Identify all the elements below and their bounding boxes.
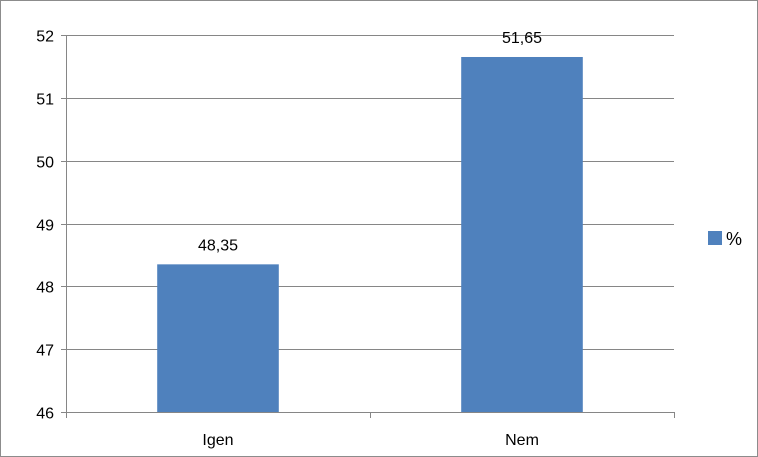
x-tick-label-igen: Igen xyxy=(202,432,233,449)
y-tick-label: 50 xyxy=(36,155,54,172)
data-labels: 48,35 51,65 xyxy=(198,30,542,254)
data-label-igen: 48,35 xyxy=(198,237,238,254)
legend: % xyxy=(708,229,742,249)
y-tick-label: 52 xyxy=(36,29,54,46)
legend-label-percent: % xyxy=(726,229,742,249)
y-tick-label: 46 xyxy=(36,406,54,423)
bars xyxy=(157,56,583,412)
x-tick-label-nem: Nem xyxy=(505,432,539,449)
y-tick-label: 49 xyxy=(36,218,54,235)
y-tick-label: 51 xyxy=(36,92,54,109)
y-tick-label: 47 xyxy=(36,343,54,360)
axes: 46 47 48 49 50 51 52 Igen Nem xyxy=(36,29,675,449)
bar-nem xyxy=(461,56,583,412)
legend-swatch-percent xyxy=(708,231,722,245)
y-tick-label: 48 xyxy=(36,280,54,297)
data-label-nem: 51,65 xyxy=(502,30,542,47)
bar-igen xyxy=(157,264,279,412)
